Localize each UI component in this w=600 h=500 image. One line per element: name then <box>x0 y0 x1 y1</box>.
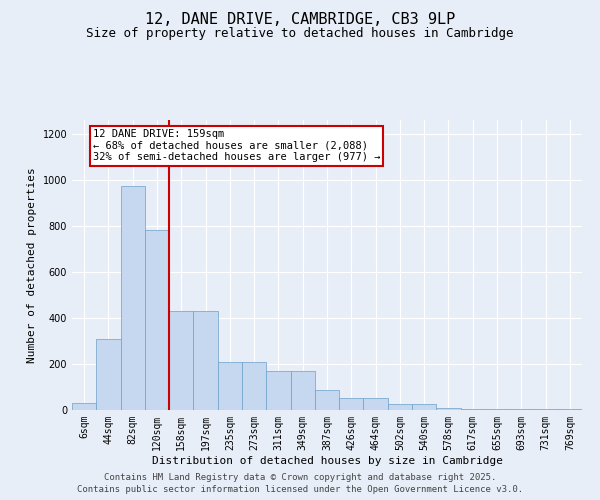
Y-axis label: Number of detached properties: Number of detached properties <box>27 167 37 363</box>
Bar <box>412 404 436 410</box>
Bar <box>509 409 533 410</box>
Bar <box>290 371 315 410</box>
Bar <box>533 409 558 410</box>
Bar <box>72 403 96 410</box>
Bar <box>339 398 364 410</box>
Bar <box>193 311 218 410</box>
Bar <box>242 362 266 410</box>
Text: Contains public sector information licensed under the Open Government Licence v3: Contains public sector information licen… <box>77 485 523 494</box>
Bar <box>169 311 193 410</box>
Text: 12 DANE DRIVE: 159sqm
← 68% of detached houses are smaller (2,088)
32% of semi-d: 12 DANE DRIVE: 159sqm ← 68% of detached … <box>92 129 380 162</box>
Text: 12, DANE DRIVE, CAMBRIDGE, CB3 9LP: 12, DANE DRIVE, CAMBRIDGE, CB3 9LP <box>145 12 455 28</box>
Bar <box>388 404 412 410</box>
Bar <box>485 409 509 410</box>
Bar <box>121 186 145 410</box>
Bar <box>218 362 242 410</box>
Bar <box>364 398 388 410</box>
Bar <box>266 371 290 410</box>
Bar <box>558 409 582 410</box>
Bar <box>145 230 169 410</box>
X-axis label: Distribution of detached houses by size in Cambridge: Distribution of detached houses by size … <box>151 456 503 466</box>
Bar <box>461 409 485 410</box>
Bar <box>436 408 461 410</box>
Text: Size of property relative to detached houses in Cambridge: Size of property relative to detached ho… <box>86 28 514 40</box>
Bar <box>315 390 339 410</box>
Text: Contains HM Land Registry data © Crown copyright and database right 2025.: Contains HM Land Registry data © Crown c… <box>104 472 496 482</box>
Bar <box>96 338 121 410</box>
